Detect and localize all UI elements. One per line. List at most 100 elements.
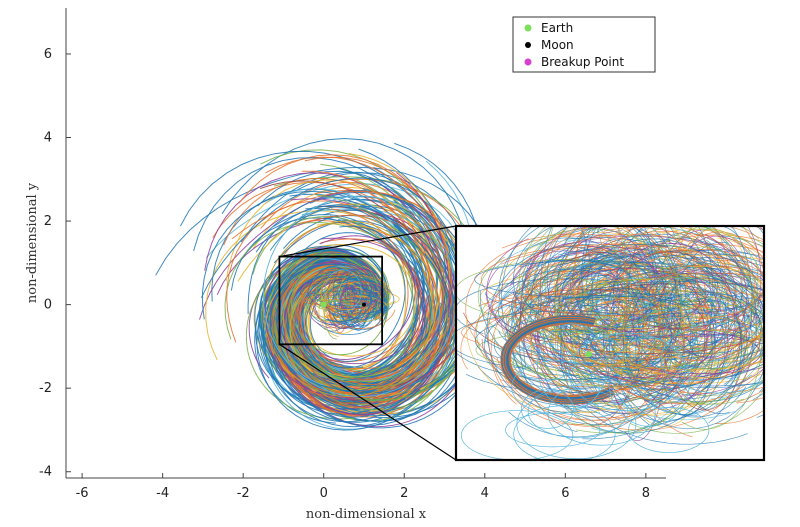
legend-marker-moon [525, 42, 531, 48]
x-tick-label: 0 [320, 486, 328, 501]
inset-trajectory-line [663, 276, 727, 368]
inset-trajectory-line [633, 333, 764, 374]
x-tick-label: 8 [642, 486, 650, 501]
zoom-box [278, 255, 384, 346]
inset-trajectory-line [509, 288, 662, 410]
trajectory-line [332, 294, 388, 331]
inset-trajectory-line [583, 267, 699, 380]
inset-trajectory-line [670, 262, 733, 346]
y-tick-label: 6 [44, 47, 52, 62]
inset-trajectory-line [775, 265, 800, 307]
inset-loop-line [507, 321, 611, 398]
y-ticks: -4 -2 0 2 4 6 [39, 47, 71, 480]
inset-earth-marker [585, 351, 592, 358]
inset-trajectory-line [704, 295, 760, 374]
y-tick-label: 4 [44, 131, 52, 146]
inset-trajectory-line [516, 276, 594, 338]
inset-trajectory-line [730, 226, 733, 228]
x-tick-label: 2 [400, 486, 408, 501]
inset-trajectory-line [513, 226, 588, 346]
y-tick-label: -2 [39, 381, 52, 396]
inset-trajectory-line [689, 279, 764, 291]
inset-trajectory-line [521, 244, 758, 338]
inset-trajectory-line [632, 272, 722, 376]
inset-trajectory-line [633, 311, 685, 388]
inset-trajectory-line [552, 262, 749, 340]
trajectory-line [231, 190, 466, 394]
inset-trajectory-circle [660, 323, 764, 394]
inset-trajectory-line [612, 304, 747, 351]
inset-trajectory-line [557, 250, 649, 277]
inset-trajectory-line [540, 229, 699, 368]
inset-trajectory-line [678, 246, 763, 430]
legend-marker-breakup [524, 58, 532, 66]
inset-trajectory-line [661, 226, 764, 379]
inset-trajectory-line [521, 233, 748, 379]
inset-trajectory-circle [568, 332, 686, 412]
trajectory-line [354, 276, 372, 301]
inset-loop-line [507, 321, 611, 399]
inset-trajectory-line [466, 307, 685, 413]
inset-trajectory-group [456, 226, 800, 460]
inset-trajectory-line [595, 236, 764, 350]
y-tick-label: 2 [44, 214, 52, 229]
trajectory-group [155, 137, 496, 431]
inset-trajectory-line [571, 300, 764, 404]
trajectory-circle [262, 220, 433, 397]
x-tick-label: -2 [237, 486, 250, 501]
earth-marker [320, 301, 327, 308]
inset-trajectory-line [530, 281, 719, 385]
inset-trajectory-line [483, 305, 724, 362]
legend-marker-earth [524, 24, 532, 32]
trajectory-line [338, 296, 367, 306]
zoom-connector-bottom [279, 343, 457, 461]
trajectory-line [318, 283, 368, 338]
inset-trajectory-line [616, 266, 743, 335]
trajectory-circle [291, 254, 389, 356]
trajectory-line [347, 293, 373, 309]
x-tick-label: -6 [76, 486, 89, 501]
inset-trajectory-line [573, 226, 628, 352]
y-tick-label: 0 [44, 298, 52, 313]
trajectory-line [272, 254, 383, 423]
inset-trajectory-line [645, 309, 725, 325]
trajectory-line [327, 277, 373, 322]
inset-trajectory-line [486, 246, 649, 413]
inset-trajectory-line [498, 226, 729, 311]
inset-trajectory-line [621, 370, 764, 389]
inset-trajectory-line [560, 238, 732, 421]
inset-trajectory-line [557, 319, 755, 383]
inset-trajectory-line [504, 377, 667, 428]
inset-trajectory-line [498, 285, 672, 364]
legend-label-earth: Earth [541, 21, 573, 35]
inset-trajectory-circle [513, 343, 576, 381]
inset-trajectory-line [582, 226, 675, 317]
inset-trajectory-line [501, 226, 630, 390]
inset-trajectory-line [686, 235, 749, 254]
y-tick-label: -4 [39, 465, 52, 480]
inset-trajectory-line [623, 282, 729, 403]
inset-trajectory-line [694, 234, 764, 403]
inset-trajectory-line [505, 293, 756, 342]
inset-trajectory-circle [516, 388, 637, 460]
inset-trajectory-line [653, 328, 761, 379]
inset-trajectory-line [636, 305, 748, 383]
inset-trajectory-line [558, 279, 653, 330]
inset-trajectory-line [610, 317, 672, 368]
inset-trajectory-line [514, 237, 764, 391]
inset-trajectory-line [559, 268, 748, 445]
inset-trajectory-line [610, 331, 764, 359]
trajectory-line [337, 268, 368, 303]
inset-trajectory-line [524, 226, 571, 292]
inset-trajectory-line [666, 278, 729, 326]
inset-trajectory-line [544, 289, 672, 367]
inset-trajectory-line [461, 313, 550, 344]
inset-trajectory-line [581, 226, 671, 309]
x-tick-label: 6 [561, 486, 569, 501]
x-tick-label: 4 [481, 486, 489, 501]
inset-trajectory-line [676, 304, 764, 318]
legend-label-breakup: Breakup Point [541, 55, 624, 69]
inset-trajectory-line [644, 249, 764, 319]
inset-loop-line [500, 314, 616, 405]
